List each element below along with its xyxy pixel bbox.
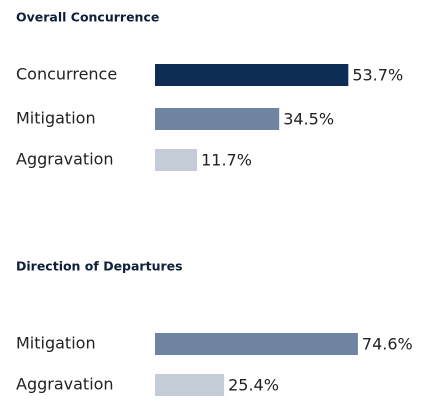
value-label: 34.5% [283, 110, 334, 129]
bar [155, 108, 280, 130]
chart-title: Overall Concurrence [16, 10, 159, 25]
category-label: Aggravation [16, 150, 114, 169]
chart-title: Direction of Departures [16, 259, 183, 274]
bar [155, 333, 358, 355]
value-label: 53.7% [352, 66, 403, 85]
category-label: Mitigation [16, 109, 96, 128]
bar [155, 64, 349, 86]
bar [155, 374, 225, 396]
value-label: 25.4% [228, 376, 279, 395]
category-label: Mitigation [16, 334, 96, 353]
bar [155, 149, 198, 171]
category-label: Concurrence [16, 65, 117, 84]
category-label: Aggravation [16, 375, 114, 394]
value-label: 74.6% [362, 335, 413, 354]
value-label: 11.7% [201, 151, 252, 170]
